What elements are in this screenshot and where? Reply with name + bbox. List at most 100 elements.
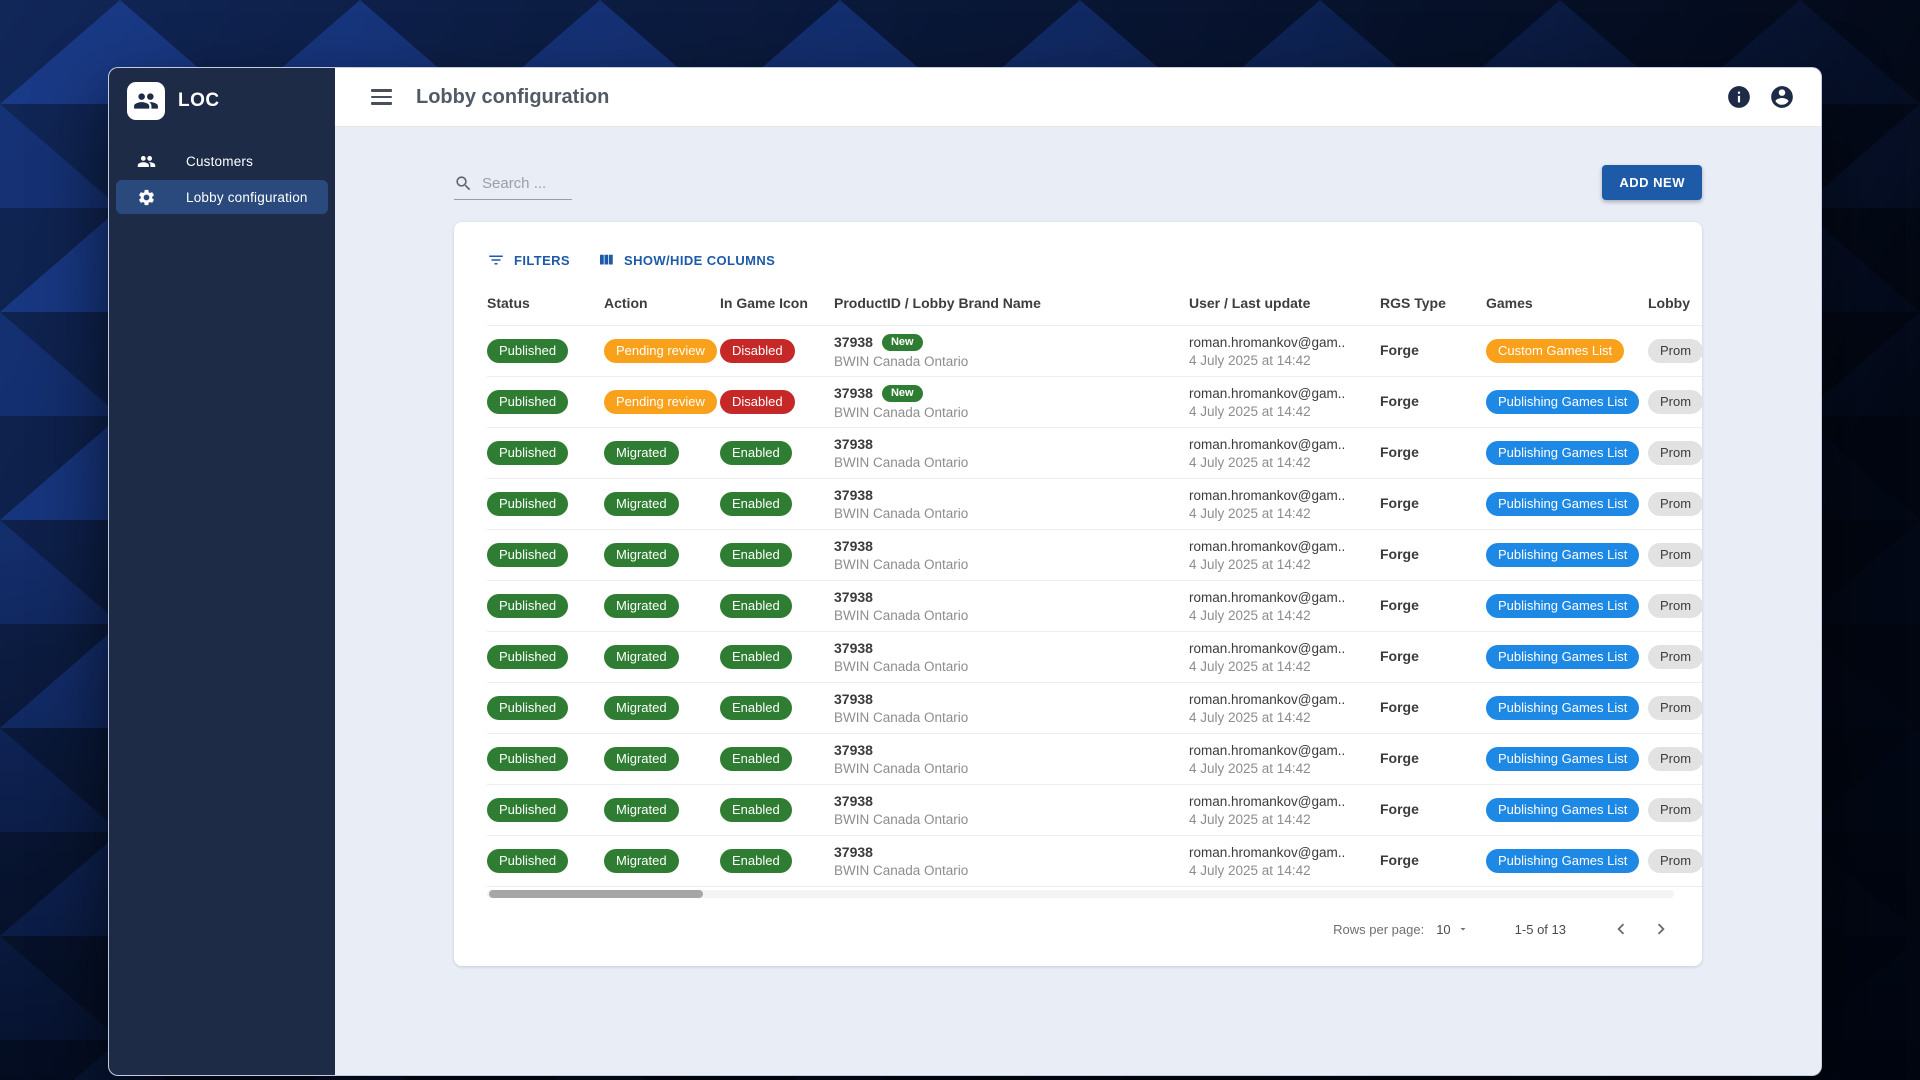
product-id: 37938 (834, 538, 873, 554)
lobby-badge: Prom (1648, 390, 1702, 414)
last-update: 4 July 2025 at 14:42 (1189, 710, 1372, 725)
menu-icon[interactable] (369, 85, 394, 109)
horizontal-scrollbar[interactable] (487, 890, 1674, 898)
last-update: 4 July 2025 at 14:42 (1189, 761, 1372, 776)
lobby-badge: Prom (1648, 492, 1702, 516)
action-badge: Pending review (604, 339, 717, 363)
lobby-brand-name: BWIN Canada Ontario (834, 863, 1181, 878)
lobby-brand-name: BWIN Canada Ontario (834, 710, 1181, 725)
product-id: 37938 (834, 844, 873, 860)
table-row[interactable]: Published Migrated Enabled 37938 BWIN Ca… (487, 683, 1702, 734)
add-new-button[interactable]: ADD NEW (1602, 165, 1702, 200)
lobby-badge: Prom (1648, 849, 1702, 873)
previous-page-button[interactable] (1608, 916, 1634, 942)
next-page-button[interactable] (1648, 916, 1674, 942)
table-row[interactable]: Published Migrated Enabled 37938 BWIN Ca… (487, 836, 1702, 887)
last-update: 4 July 2025 at 14:42 (1189, 659, 1372, 674)
games-badge: Custom Games List (1486, 339, 1624, 363)
rgs-type: Forge (1380, 495, 1419, 511)
rgs-type: Forge (1380, 444, 1419, 460)
product-id: 37938 (834, 691, 873, 707)
rows-per-page-label: Rows per page: (1333, 922, 1424, 937)
in-game-icon-badge: Disabled (720, 390, 795, 414)
lobby-brand-name: BWIN Canada Ontario (834, 557, 1181, 572)
scrollbar-thumb[interactable] (489, 890, 703, 898)
action-badge: Migrated (604, 594, 679, 618)
column-header: Action (604, 289, 720, 326)
lobby-badge: Prom (1648, 543, 1702, 567)
account-icon[interactable] (1769, 84, 1795, 110)
caret-down-icon (1457, 923, 1469, 935)
rows-per-page-select[interactable]: 10 (1436, 922, 1468, 937)
table-row[interactable]: Published Pending review Disabled 37938 … (487, 377, 1702, 428)
search-box (454, 174, 572, 200)
last-update: 4 July 2025 at 14:42 (1189, 353, 1372, 368)
games-badge: Publishing Games List (1486, 696, 1639, 720)
table-row[interactable]: Published Pending review Disabled 37938 … (487, 326, 1702, 377)
in-game-icon-badge: Disabled (720, 339, 795, 363)
table-row[interactable]: Published Migrated Enabled 37938 BWIN Ca… (487, 479, 1702, 530)
user-email: roman.hromankov@gam.. (1189, 845, 1372, 860)
status-badge: Published (487, 543, 568, 567)
table-body: Published Pending review Disabled 37938 … (487, 326, 1702, 887)
sidebar-item-lobby-configuration[interactable]: Lobby configuration (116, 180, 328, 214)
action-badge: Migrated (604, 747, 679, 771)
sidebar-item-label: Customers (186, 154, 253, 169)
info-icon[interactable] (1726, 84, 1752, 110)
columns-icon (597, 251, 615, 269)
pagination: Rows per page: 10 1-5 of 13 (487, 916, 1702, 942)
column-header: Lobby (1648, 289, 1702, 326)
games-badge: Publishing Games List (1486, 798, 1639, 822)
content: ADD NEW FILTERS SHOW/HIDE COLUMNS (335, 127, 1821, 1075)
user-email: roman.hromankov@gam.. (1189, 386, 1372, 401)
chevron-left-icon (1610, 918, 1632, 940)
lobby-badge: Prom (1648, 696, 1702, 720)
lobby-table: Status Action In Game Icon ProductID / L… (487, 289, 1702, 887)
table-row[interactable]: Published Migrated Enabled 37938 BWIN Ca… (487, 785, 1702, 836)
sidebar-nav: Customers Lobby configuration (109, 144, 335, 214)
show-hide-columns-button[interactable]: SHOW/HIDE COLUMNS (597, 251, 775, 269)
pagination-range: 1-5 of 13 (1515, 922, 1566, 937)
lobby-brand-name: BWIN Canada Ontario (834, 608, 1181, 623)
status-badge: Published (487, 339, 568, 363)
app-window: LOC Customers Lobby configuration Lobby … (108, 67, 1822, 1076)
games-badge: Publishing Games List (1486, 747, 1639, 771)
lobby-badge: Prom (1648, 645, 1702, 669)
in-game-icon-badge: Enabled (720, 492, 792, 516)
user-email: roman.hromankov@gam.. (1189, 743, 1372, 758)
table-wrapper: Status Action In Game Icon ProductID / L… (487, 289, 1702, 887)
status-badge: Published (487, 441, 568, 465)
column-header: ProductID / Lobby Brand Name (834, 289, 1189, 326)
sidebar: LOC Customers Lobby configuration (109, 68, 335, 1075)
logo-text: LOC (178, 90, 220, 112)
lobby-brand-name: BWIN Canada Ontario (834, 659, 1181, 674)
rgs-type: Forge (1380, 393, 1419, 409)
filters-button[interactable]: FILTERS (487, 251, 570, 269)
table-row[interactable]: Published Migrated Enabled 37938 BWIN Ca… (487, 734, 1702, 785)
logo-groups-icon (127, 82, 165, 120)
user-email: roman.hromankov@gam.. (1189, 692, 1372, 707)
filter-icon (487, 251, 505, 269)
search-input[interactable] (482, 175, 572, 192)
rgs-type: Forge (1380, 546, 1419, 562)
product-id: 37938 (834, 334, 873, 350)
table-row[interactable]: Published Migrated Enabled 37938 BWIN Ca… (487, 632, 1702, 683)
rgs-type: Forge (1380, 648, 1419, 664)
table-row[interactable]: Published Migrated Enabled 37938 BWIN Ca… (487, 428, 1702, 479)
product-id: 37938 (834, 436, 873, 452)
action-badge: Migrated (604, 849, 679, 873)
lobby-brand-name: BWIN Canada Ontario (834, 812, 1181, 827)
chevron-right-icon (1650, 918, 1672, 940)
topbar: Lobby configuration (335, 68, 1821, 127)
sidebar-item-customers[interactable]: Customers (116, 144, 328, 178)
column-header: RGS Type (1380, 289, 1486, 326)
table-row[interactable]: Published Migrated Enabled 37938 BWIN Ca… (487, 581, 1702, 632)
page-title: Lobby configuration (416, 86, 609, 109)
lobby-badge: Prom (1648, 339, 1702, 363)
in-game-icon-badge: Enabled (720, 696, 792, 720)
lobby-badge: Prom (1648, 747, 1702, 771)
rgs-type: Forge (1380, 699, 1419, 715)
search-icon (454, 174, 473, 193)
table-row[interactable]: Published Migrated Enabled 37938 BWIN Ca… (487, 530, 1702, 581)
table-card: FILTERS SHOW/HIDE COLUMNS (454, 222, 1702, 966)
